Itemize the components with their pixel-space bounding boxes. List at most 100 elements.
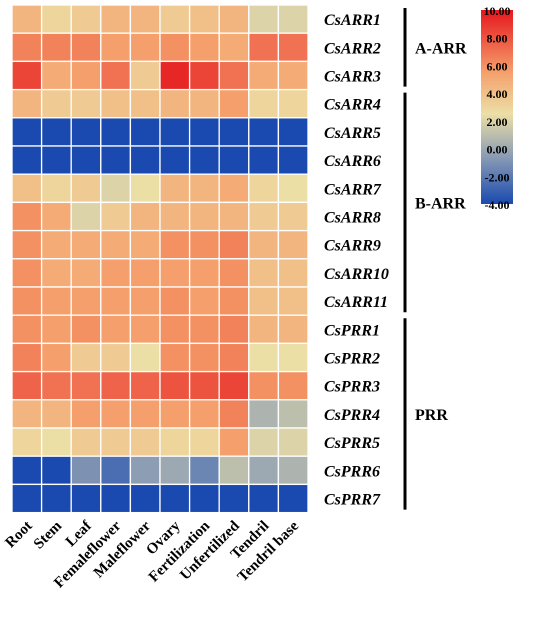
heatmap-cell [100, 201, 132, 232]
heatmap-cell [218, 258, 250, 288]
heatmap-cell [248, 145, 280, 175]
heatmap-cell [129, 229, 161, 260]
colorbar-tick-label: 0.00 [487, 143, 508, 157]
heatmap-cell [40, 60, 72, 91]
heatmap-cell [159, 229, 191, 260]
heatmap-cell [70, 370, 102, 401]
heatmap-cell [100, 427, 132, 457]
heatmap-cell [218, 342, 250, 373]
heatmap-cell [70, 32, 102, 63]
heatmap-cell [277, 370, 309, 401]
heatmap-cell [277, 145, 309, 175]
heatmap-cell [129, 4, 161, 34]
row-label: CsARR6 [324, 153, 381, 170]
heatmap-cell [188, 286, 220, 316]
heatmap-cell [70, 229, 102, 260]
heatmap-cell [248, 117, 280, 147]
heatmap-cell [159, 201, 191, 232]
heatmap-cell [277, 342, 309, 373]
heatmap-cell [248, 32, 280, 63]
heatmap-cell [70, 201, 102, 232]
heatmap-cell [159, 399, 191, 429]
row-label: CsARR3 [324, 69, 381, 86]
heatmap-cell [277, 427, 309, 457]
row-label: CsARR4 [324, 97, 381, 114]
heatmap-cell [218, 32, 250, 63]
heatmap-cell [100, 258, 132, 288]
row-label: CsPRR7 [324, 492, 381, 509]
heatmap-cell [70, 117, 102, 147]
row-label: CsPRR2 [324, 351, 380, 368]
heatmap-cell [40, 88, 72, 119]
heatmap-cell [129, 483, 161, 514]
group-brackets: A-ARR B-ARR PRR [403, 8, 467, 510]
heatmap-cell [70, 483, 102, 514]
heatmap-cell [277, 455, 309, 486]
heatmap-cell [277, 483, 309, 514]
heatmap-cell [218, 117, 250, 147]
heatmap-cell [277, 60, 309, 91]
row-label: CsPRR5 [324, 435, 380, 452]
heatmap-cell [248, 173, 280, 204]
heatmap-cell [248, 483, 280, 514]
heatmap-cell [218, 201, 250, 232]
heatmap-cell [40, 173, 72, 204]
heatmap-cell [188, 314, 220, 345]
group-label: A-ARR [415, 40, 467, 57]
heatmap-cell [40, 229, 72, 260]
row-label: CsARR5 [324, 125, 381, 142]
heatmap-cell [248, 399, 280, 429]
heatmap-cell [188, 258, 220, 288]
heatmap-cell [277, 4, 309, 34]
heatmap-cell [188, 88, 220, 119]
heatmap-cell [100, 4, 132, 34]
row-label: CsARR10 [324, 266, 389, 283]
heatmap-cell [100, 483, 132, 514]
heatmap-cell [129, 145, 161, 175]
colorbar-tick-label: 2.00 [487, 115, 508, 129]
heatmap-cell [159, 60, 191, 91]
heatmap-cell [11, 286, 43, 316]
heatmap-cell [218, 145, 250, 175]
row-label: CsARR8 [324, 210, 381, 227]
row-label: CsPRR6 [324, 463, 380, 480]
heatmap-cell [159, 483, 191, 514]
column-label: Root [3, 518, 36, 551]
heatmap-cell [11, 201, 43, 232]
heatmap-cell [277, 173, 309, 204]
row-label: CsARR2 [324, 40, 381, 57]
heatmap-cell [40, 342, 72, 373]
heatmap-cell [188, 201, 220, 232]
row-label: CsPRR1 [324, 322, 380, 339]
heatmap-cell [218, 60, 250, 91]
heatmap-cell [11, 229, 43, 260]
heatmap-cell [218, 399, 250, 429]
heatmap-cell [70, 145, 102, 175]
heatmap-cell [100, 117, 132, 147]
heatmap-cell [11, 427, 43, 457]
heatmap-cell [277, 399, 309, 429]
heatmap-cell [11, 342, 43, 373]
heatmap-cell [40, 370, 72, 401]
heatmap-cell [40, 427, 72, 457]
heatmap-cell [248, 314, 280, 345]
row-label: CsARR9 [324, 238, 381, 255]
heatmap-cell [159, 427, 191, 457]
heatmap-cell [188, 145, 220, 175]
heatmap-cell [159, 258, 191, 288]
heatmap-cell [40, 483, 72, 514]
heatmap-cell [129, 399, 161, 429]
colorbar-tick-label: -4.00 [485, 198, 510, 212]
heatmap-cell [188, 370, 220, 401]
heatmap-cell [70, 399, 102, 429]
heatmap-cell [218, 455, 250, 486]
heatmap-cell [100, 455, 132, 486]
heatmap-cell [277, 258, 309, 288]
heatmap-cell [70, 173, 102, 204]
row-label: CsPRR3 [324, 379, 380, 396]
row-label: CsARR1 [324, 12, 381, 29]
heatmap-cell [70, 88, 102, 119]
row-labels: CsARR1 CsARR2 CsARR3 CsARR4 CsARR5 CsARR6 CsAR… [324, 12, 389, 508]
heatmap-cell [159, 455, 191, 486]
